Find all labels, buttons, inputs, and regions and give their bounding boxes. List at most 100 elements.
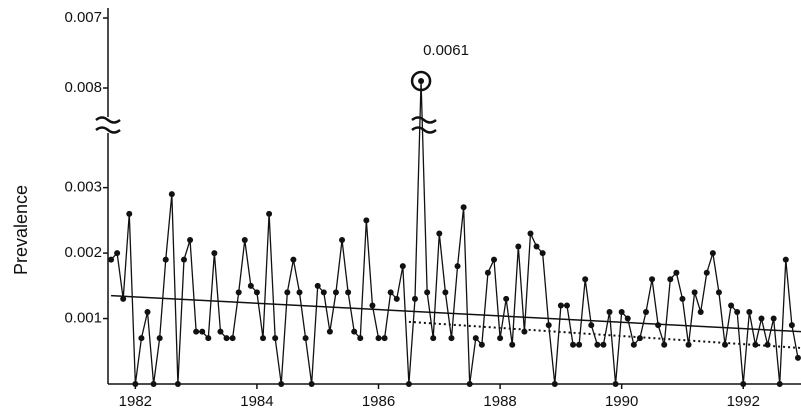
data-point — [253, 289, 260, 296]
data-point — [551, 381, 558, 387]
y-tick-label: 0.007 — [64, 9, 102, 26]
data-point — [788, 322, 795, 329]
data-point — [582, 276, 589, 283]
data-point — [357, 335, 364, 342]
y-axis-label: Prevalence — [11, 185, 31, 275]
data-point — [576, 341, 583, 348]
data-point — [600, 341, 607, 348]
data-point — [266, 210, 273, 217]
data-point — [156, 335, 163, 342]
data-point — [369, 302, 376, 309]
data-point — [655, 322, 662, 329]
data-point — [782, 256, 789, 263]
data-point — [703, 269, 710, 276]
trend-line — [408, 320, 801, 349]
data-point — [150, 381, 157, 387]
data-point — [758, 315, 765, 322]
line-break — [411, 116, 437, 134]
data-point — [618, 309, 625, 315]
data-point — [673, 269, 680, 276]
data-point — [247, 282, 254, 289]
data-point — [734, 309, 741, 315]
data-point — [187, 237, 194, 243]
data-point — [515, 243, 522, 250]
x-tick-label: 1982 — [119, 393, 152, 410]
data-point — [320, 289, 327, 296]
data-point — [114, 250, 121, 257]
data-point — [399, 263, 406, 270]
data-point — [138, 335, 145, 342]
data-point — [509, 341, 516, 348]
data-point — [746, 309, 753, 315]
data-point — [174, 381, 181, 387]
data-point — [649, 276, 656, 283]
data-point — [794, 354, 801, 361]
data-point — [630, 341, 637, 348]
data-point — [588, 322, 595, 329]
x-tick-label: 1988 — [483, 393, 516, 410]
data-point — [162, 256, 169, 263]
data-point — [272, 335, 279, 342]
data-point — [199, 328, 206, 335]
data-point — [539, 250, 546, 257]
data-point — [606, 309, 613, 315]
data-point — [460, 204, 467, 211]
data-point — [752, 341, 759, 348]
data-point — [661, 341, 668, 348]
data-point — [697, 309, 704, 315]
trend-line — [110, 294, 801, 333]
data-point — [217, 328, 224, 335]
data-point — [290, 256, 297, 263]
data-point — [570, 341, 577, 348]
data-point — [624, 315, 631, 322]
data-point — [302, 335, 309, 342]
data-point — [193, 328, 200, 335]
data-point — [770, 315, 777, 322]
data-point — [381, 335, 388, 342]
data-line — [110, 80, 799, 385]
data-point — [411, 295, 418, 302]
x-tick-label: 1986 — [362, 393, 395, 410]
data-point — [685, 341, 692, 348]
data-point — [126, 210, 133, 217]
data-point — [180, 256, 187, 263]
data-point — [326, 328, 333, 335]
data-point — [351, 328, 358, 335]
data-point — [278, 381, 285, 387]
data-point — [521, 328, 528, 335]
data-point — [691, 289, 698, 296]
data-point — [667, 276, 674, 283]
data-point — [484, 269, 491, 276]
y-tick-label: 0.003 — [64, 179, 102, 196]
data-point — [387, 289, 394, 296]
data-point — [436, 230, 443, 237]
y-tick-label: 0.008 — [64, 79, 102, 96]
data-point — [132, 381, 139, 387]
x-tick-label: 1984 — [240, 393, 273, 410]
x-tick-label: 1990 — [605, 393, 638, 410]
data-point — [168, 191, 175, 198]
data-point — [679, 295, 686, 302]
data-point — [235, 289, 242, 296]
data-point — [332, 289, 339, 296]
data-point — [454, 263, 461, 270]
data-point — [497, 335, 504, 342]
data-point — [205, 335, 212, 342]
data-point — [557, 302, 564, 309]
data-point — [709, 250, 716, 257]
y-tick-label: 0.002 — [64, 244, 102, 261]
data-point — [740, 381, 747, 387]
data-point — [533, 243, 540, 250]
data-point — [108, 256, 115, 263]
data-point — [715, 289, 722, 296]
data-point — [405, 381, 412, 387]
data-point — [345, 289, 352, 296]
data-point — [211, 250, 218, 257]
data-point — [424, 289, 431, 296]
data-point — [491, 256, 498, 263]
data-point — [375, 335, 382, 342]
data-point — [296, 289, 303, 296]
annotation-label: 0.0061 — [423, 42, 469, 59]
